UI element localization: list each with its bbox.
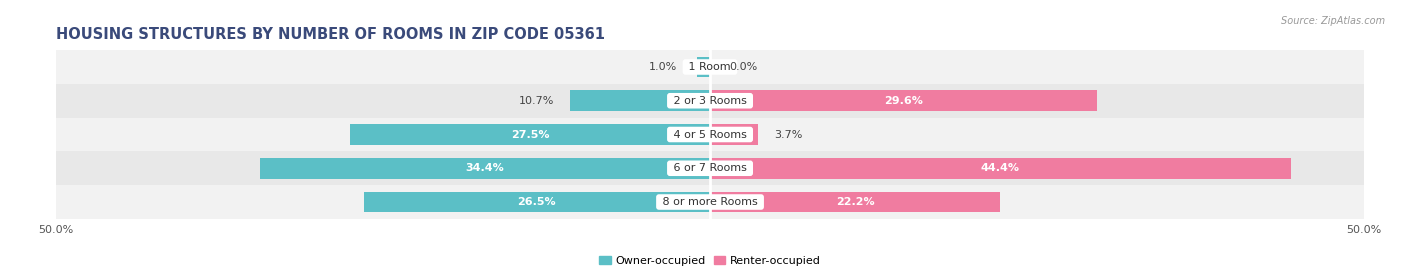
Text: 4 or 5 Rooms: 4 or 5 Rooms (669, 129, 751, 140)
Bar (710, 124, 758, 145)
Bar (56, 118, 1364, 151)
Text: 0.0%: 0.0% (730, 62, 758, 72)
Bar (56, 151, 1364, 185)
Text: 6 or 7 Rooms: 6 or 7 Rooms (669, 163, 751, 173)
Bar (56, 185, 1364, 219)
Bar (710, 192, 1000, 213)
Bar (260, 158, 710, 179)
Text: 2 or 3 Rooms: 2 or 3 Rooms (669, 96, 751, 106)
Bar (697, 56, 710, 77)
Text: 29.6%: 29.6% (884, 96, 922, 106)
Text: 3.7%: 3.7% (775, 129, 803, 140)
Text: 22.2%: 22.2% (835, 197, 875, 207)
Text: 44.4%: 44.4% (981, 163, 1019, 173)
Text: 1.0%: 1.0% (650, 62, 678, 72)
Text: 8 or more Rooms: 8 or more Rooms (659, 197, 761, 207)
Bar (569, 90, 710, 111)
Bar (710, 158, 1291, 179)
Legend: Owner-occupied, Renter-occupied: Owner-occupied, Renter-occupied (595, 251, 825, 269)
Bar (56, 84, 1364, 118)
Text: 10.7%: 10.7% (519, 96, 554, 106)
Bar (350, 124, 710, 145)
Text: 1 Room: 1 Room (686, 62, 734, 72)
Text: 27.5%: 27.5% (510, 129, 550, 140)
Text: 26.5%: 26.5% (517, 197, 557, 207)
Text: Source: ZipAtlas.com: Source: ZipAtlas.com (1281, 16, 1385, 26)
Bar (710, 90, 1097, 111)
Bar (56, 50, 1364, 84)
Text: HOUSING STRUCTURES BY NUMBER OF ROOMS IN ZIP CODE 05361: HOUSING STRUCTURES BY NUMBER OF ROOMS IN… (56, 27, 605, 42)
Text: 34.4%: 34.4% (465, 163, 505, 173)
Bar (364, 192, 710, 213)
